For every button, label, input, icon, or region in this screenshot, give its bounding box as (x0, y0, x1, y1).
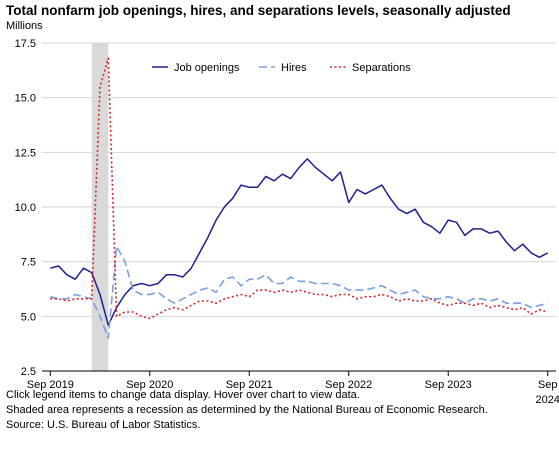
series-line-hires (50, 245, 548, 340)
footnote-recession: Shaded area represents a recession as de… (6, 404, 488, 416)
x-tick-label: Sep 2022 (325, 379, 372, 391)
footnote-source: Source: U.S. Bureau of Labor Statistics. (6, 419, 201, 431)
series-line-job-openings (50, 158, 549, 326)
legend-item-separations[interactable]: Separations (352, 62, 411, 74)
x-tick-label: Sep 2023 (425, 379, 472, 391)
y-tick-label: 17.5 (15, 38, 36, 50)
y-tick-label: 5.0 (21, 311, 36, 323)
y-tick-label: 10.0 (15, 202, 36, 214)
x-tick-label-year: 2024 (535, 394, 559, 406)
legend-item-job-openings[interactable]: Job openings (174, 62, 240, 74)
x-tick-label: Sep 2019 (27, 379, 74, 391)
series-line-separations (50, 57, 548, 320)
y-tick-label: 15.0 (15, 93, 36, 105)
y-tick-label: 2.5 (21, 366, 36, 378)
x-tick-label: Sep 2021 (226, 379, 273, 391)
y-tick-label: 7.5 (21, 257, 36, 269)
footnote-interaction: Click legend items to change data displa… (6, 389, 360, 401)
x-tick-label: Sep (538, 379, 558, 391)
legend-item-hires[interactable]: Hires (281, 62, 307, 74)
y-axis-label: Millions (6, 20, 43, 32)
y-tick-label: 12.5 (15, 147, 36, 159)
x-tick-label: Sep 2020 (126, 379, 173, 391)
chart-title: Total nonfarm job openings, hires, and s… (6, 3, 511, 18)
